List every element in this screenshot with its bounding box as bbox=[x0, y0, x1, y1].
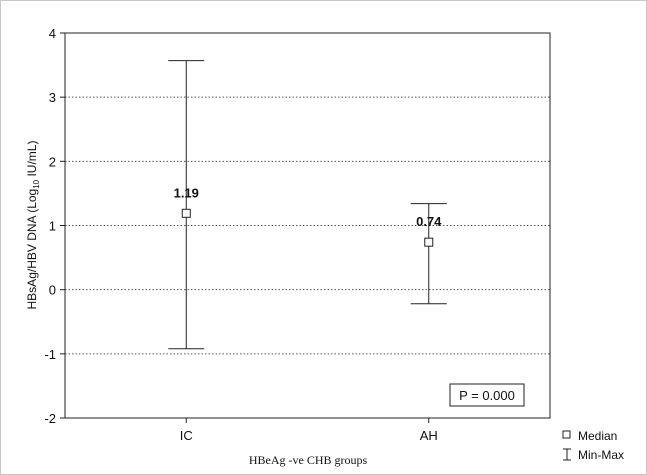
error-bar-ah: 0.74 bbox=[410, 203, 447, 305]
y-tick-label: 4 bbox=[49, 26, 56, 41]
y-tick-label: 3 bbox=[49, 90, 56, 105]
p-value-text: P = 0.000 bbox=[459, 388, 515, 403]
median-marker bbox=[181, 208, 191, 218]
x-axis: IC AH bbox=[180, 418, 438, 443]
legend-median-label: Median bbox=[578, 429, 617, 443]
y-tick-label: 0 bbox=[49, 283, 56, 298]
x-tick-label: IC bbox=[180, 428, 193, 443]
y-tick-label: -2 bbox=[44, 411, 56, 426]
p-value-annotation: P = 0.000 bbox=[449, 383, 525, 407]
y-tick-label: 2 bbox=[49, 154, 56, 169]
y-axis-title: HBsAg/HBV DNA (Log10 IU/mL) bbox=[25, 141, 41, 310]
legend: Median Min-Max bbox=[562, 429, 624, 462]
x-tick-label: AH bbox=[420, 428, 438, 443]
error-bar-ic: 1.19 bbox=[168, 60, 205, 350]
p-value-box bbox=[449, 383, 525, 407]
median-marker bbox=[424, 237, 434, 247]
legend-minmax-label: Min-Max bbox=[578, 448, 624, 462]
gridlines bbox=[65, 96, 550, 355]
median-label: 1.19 bbox=[174, 185, 199, 200]
error-bars: 1.19 0.74 bbox=[168, 60, 447, 350]
legend-median-marker bbox=[562, 430, 571, 439]
y-axis: -2 -1 0 1 2 3 4 bbox=[44, 26, 65, 426]
y-tick-label: -1 bbox=[44, 347, 56, 362]
y-tick-label: 1 bbox=[49, 219, 56, 234]
x-axis-title: HBeAg -ve CHB groups bbox=[249, 453, 368, 467]
median-label: 0.74 bbox=[416, 214, 442, 229]
